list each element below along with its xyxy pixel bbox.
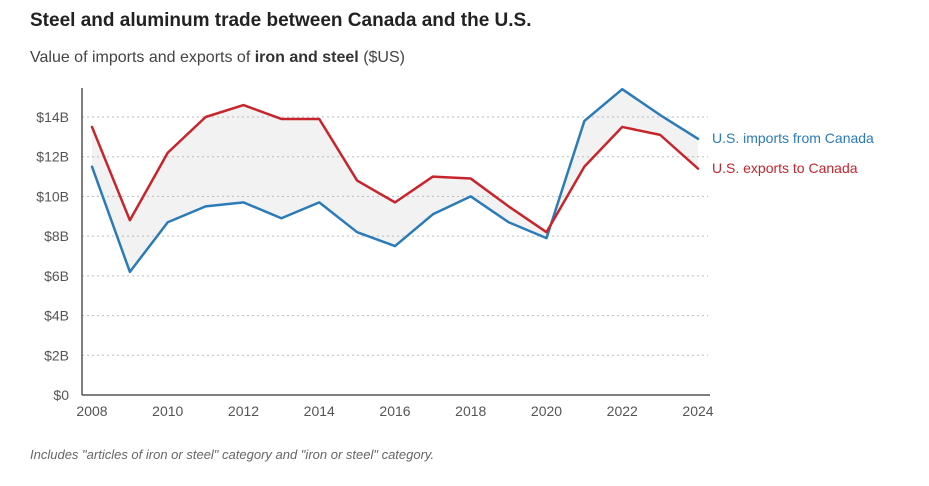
gap-area [92, 89, 698, 272]
x-tick-label: 2010 [152, 403, 183, 419]
series-line-exports [90, 103, 700, 234]
x-tick-label: 2014 [304, 403, 335, 419]
x-tick-label: 2012 [228, 403, 259, 419]
y-tick-label: $12B [36, 149, 69, 165]
x-tick-label: 2020 [531, 403, 562, 419]
chart-title: Steel and aluminum trade between Canada … [30, 10, 532, 31]
series-label-exports: U.S. exports to Canada [712, 160, 858, 176]
y-tick-label: $0 [53, 387, 69, 403]
chart-footnote: Includes "articles of iron or steel" cat… [30, 447, 435, 462]
x-tick-label: 2024 [682, 403, 713, 419]
subtitle-prefix: Value of imports and exports of [30, 49, 251, 66]
subtitle-bold: iron and steel [254, 49, 359, 66]
y-tick-label: $2B [44, 347, 69, 363]
chart-subtitle: Value of imports and exports of iron and… [30, 49, 405, 67]
x-tick-label: 2022 [607, 403, 638, 419]
y-tick-label: $8B [44, 228, 69, 244]
series-label-imports: U.S. imports from Canada [712, 130, 874, 146]
y-tick-label: $10B [36, 188, 69, 204]
x-tick-label: 2018 [455, 403, 486, 419]
y-tick-label: $6B [44, 268, 69, 284]
y-tick-label: $14B [36, 109, 69, 125]
y-tick-label: $4B [44, 308, 69, 324]
x-tick-label: 2016 [379, 403, 410, 419]
subtitle-suffix: ($US) [363, 49, 405, 66]
series-line-imports [90, 87, 700, 274]
x-tick-label: 2008 [76, 403, 107, 419]
